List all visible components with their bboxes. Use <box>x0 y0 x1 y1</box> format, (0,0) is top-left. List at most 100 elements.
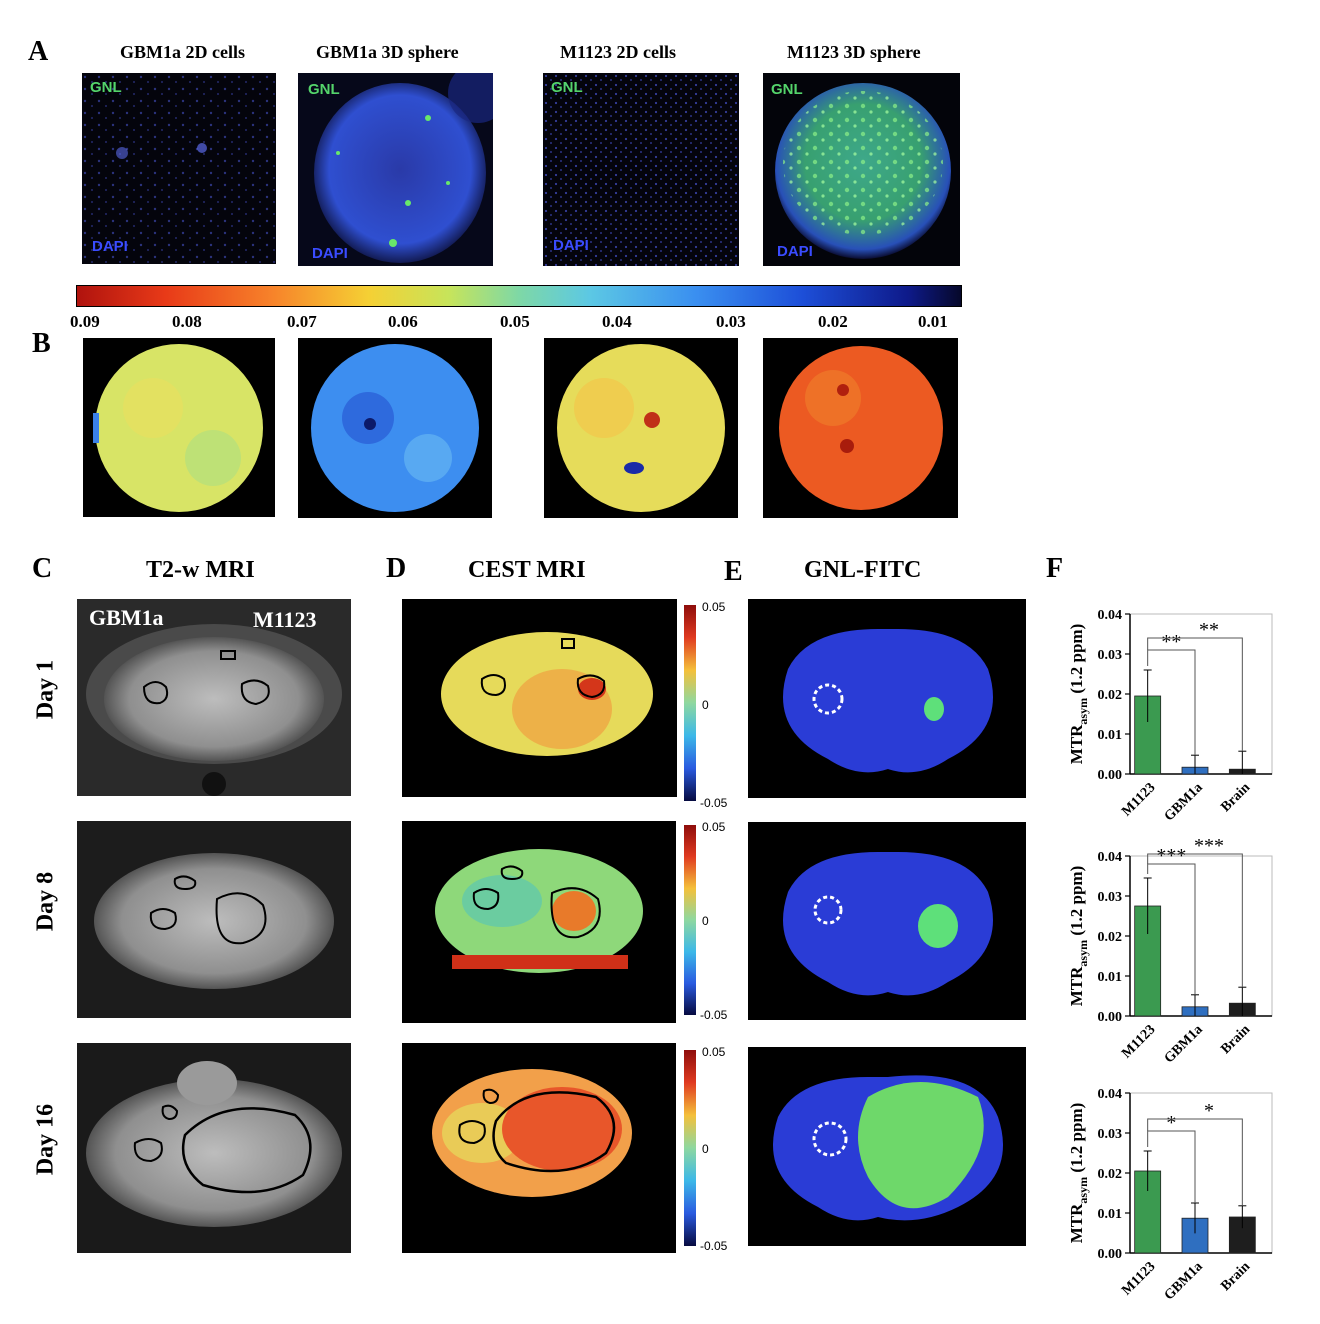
panel-c-title: T2-w MRI <box>146 557 255 583</box>
colorbar-tick: 0.07 <box>287 312 317 331</box>
m1123-2d-cells-image <box>543 73 739 266</box>
cest-cb-zero: 0 <box>702 1142 709 1156</box>
gbm1a-2d-cest-map <box>83 338 275 517</box>
significance-bracket <box>1147 853 1243 988</box>
gbm1a-2d-cells-image <box>82 73 276 264</box>
y-tick-label: 0.00 <box>1098 1247 1123 1262</box>
dapi-label: DAPI <box>92 238 128 255</box>
cest-cb-max: 0.05 <box>702 600 726 614</box>
significance-marker: ** <box>1199 619 1219 641</box>
panel-c-label: C <box>32 553 53 584</box>
colorbar <box>76 285 962 307</box>
x-tick-label: GBM1a <box>1162 780 1206 824</box>
x-tick-label: Brain <box>1218 1022 1253 1057</box>
dapi-label: DAPI <box>777 243 813 260</box>
y-tick-label: 0.04 <box>1098 1087 1123 1102</box>
panel-e-label: E <box>724 556 743 587</box>
panel-d-label: D <box>386 553 407 584</box>
panel-b-label: B <box>32 328 51 359</box>
cest-cb-min: -0.05 <box>700 796 728 810</box>
gbm1a-3d-micrograph: GNL DAPI <box>298 73 493 266</box>
cest-cb-max: 0.05 <box>702 820 726 834</box>
colorbar-tick: 0.01 <box>918 312 948 331</box>
y-tick-label: 0.01 <box>1098 1207 1123 1222</box>
x-tick-label: GBM1a <box>1162 1259 1206 1303</box>
colorbar-tick: 0.08 <box>172 312 202 331</box>
cest-colorbar-day8 <box>684 825 696 1015</box>
cest-map-image <box>544 338 738 518</box>
t2-mri-day1: GBM1a M1123 <box>77 599 351 796</box>
y-tick-label: 0.02 <box>1098 688 1123 703</box>
significance-marker: *** <box>1194 838 1224 857</box>
cest-map-image <box>83 338 275 517</box>
y-tick-label: 0.03 <box>1098 890 1123 905</box>
bar-chart-day1: 0.00 0.01 0.02 0.03 0.04 MTRasym (1.2 ppm) M11… <box>1067 608 1273 824</box>
panel-f-label: F <box>1046 553 1064 584</box>
m1123-2d-micrograph: GNL DAPI <box>543 73 739 266</box>
cest-map-image <box>763 338 958 518</box>
y-axis-label: MTRasym (1.2 ppm) <box>1067 866 1090 1007</box>
y-axis-label: MTRasym (1.2 ppm) <box>1067 1103 1090 1244</box>
panel-d-title: CEST MRI <box>468 557 586 583</box>
panel-e-title: GNL-FITC <box>804 557 922 583</box>
cest-cb-max: 0.05 <box>702 1045 726 1059</box>
panel-a-title-3: M1123 2D cells <box>560 42 676 62</box>
cest-mri-image <box>402 821 676 1023</box>
y-tick-label: 0.00 <box>1098 1010 1123 1025</box>
bar-chart-day8: 0.00 0.01 0.02 0.03 0.04 MTRasym (1.2 ppm) M11… <box>1067 838 1273 1066</box>
y-tick-label: 0.04 <box>1098 608 1123 623</box>
colorbar-ticks: 0.09 0.08 0.07 0.06 0.05 0.04 0.03 0.02 … <box>70 312 960 336</box>
gnl-label: GNL <box>90 79 122 96</box>
gbm1a-3d-sphere-image <box>298 73 493 266</box>
cest-cb-min: -0.05 <box>700 1008 728 1022</box>
y-tick-label: 0.01 <box>1098 970 1123 985</box>
cest-mri-image <box>402 1043 676 1253</box>
m1123-3d-sphere-image <box>763 73 960 266</box>
cest-mri-day8 <box>402 821 676 1023</box>
gnl-label: GNL <box>308 81 340 98</box>
x-tick-label: M1123 <box>1119 1022 1158 1061</box>
x-tick-label: M1123 <box>1119 780 1158 819</box>
x-tick-label: GBM1a <box>1162 1022 1206 1066</box>
panel-a-title-4: M1123 3D sphere <box>787 42 921 62</box>
gnl-label: GNL <box>551 79 583 96</box>
t2-mri-day8 <box>77 821 351 1018</box>
gbm1a-3d-cest-map <box>298 338 492 518</box>
gnl-fitc-day16 <box>748 1047 1026 1246</box>
histology-image <box>748 1047 1026 1246</box>
panel-a-title-2: GBM1a 3D sphere <box>316 42 459 62</box>
gbm1a-2d-micrograph: GNL DAPI <box>82 73 276 264</box>
colorbar-tick: 0.05 <box>500 312 530 331</box>
significance-bracket <box>1147 1130 1196 1203</box>
t2-mri-image <box>77 599 351 796</box>
bar-chart-day16: 0.00 0.01 0.02 0.03 0.04 MTRasym (1.2 ppm) M11… <box>1067 1087 1273 1303</box>
colorbar-tick: 0.02 <box>818 312 848 331</box>
cest-cb-zero: 0 <box>702 914 709 928</box>
colorbar-tick: 0.03 <box>716 312 746 331</box>
significance-marker: *** <box>1156 845 1186 867</box>
cest-map-image <box>298 338 492 518</box>
y-tick-label: 0.02 <box>1098 1167 1123 1182</box>
panel-a-title-1: GBM1a 2D cells <box>120 42 245 62</box>
y-tick-label: 0.03 <box>1098 648 1123 663</box>
significance-bracket <box>1147 637 1243 752</box>
gnl-fitc-day1 <box>748 599 1026 798</box>
histology-image <box>748 599 1026 798</box>
t2-mri-day16 <box>77 1043 351 1253</box>
y-tick-label: 0.01 <box>1098 728 1123 743</box>
significance-marker: ** <box>1161 631 1181 653</box>
cest-colorbar-day1 <box>684 605 696 801</box>
dapi-label: DAPI <box>553 237 589 254</box>
x-tick-label: M1123 <box>1119 1259 1158 1298</box>
y-tick-label: 0.03 <box>1098 1127 1123 1142</box>
dapi-label: DAPI <box>312 245 348 262</box>
colorbar-tick: 0.04 <box>602 312 632 331</box>
m1123-side-label: M1123 <box>253 607 317 632</box>
significance-bracket <box>1147 649 1196 756</box>
significance-marker: * <box>1204 1100 1214 1122</box>
m1123-2d-cest-map <box>544 338 738 518</box>
x-tick-label: Brain <box>1218 780 1253 815</box>
gnl-label: GNL <box>771 81 803 98</box>
t2-mri-image <box>77 1043 351 1253</box>
cest-mri-day16 <box>402 1043 676 1253</box>
